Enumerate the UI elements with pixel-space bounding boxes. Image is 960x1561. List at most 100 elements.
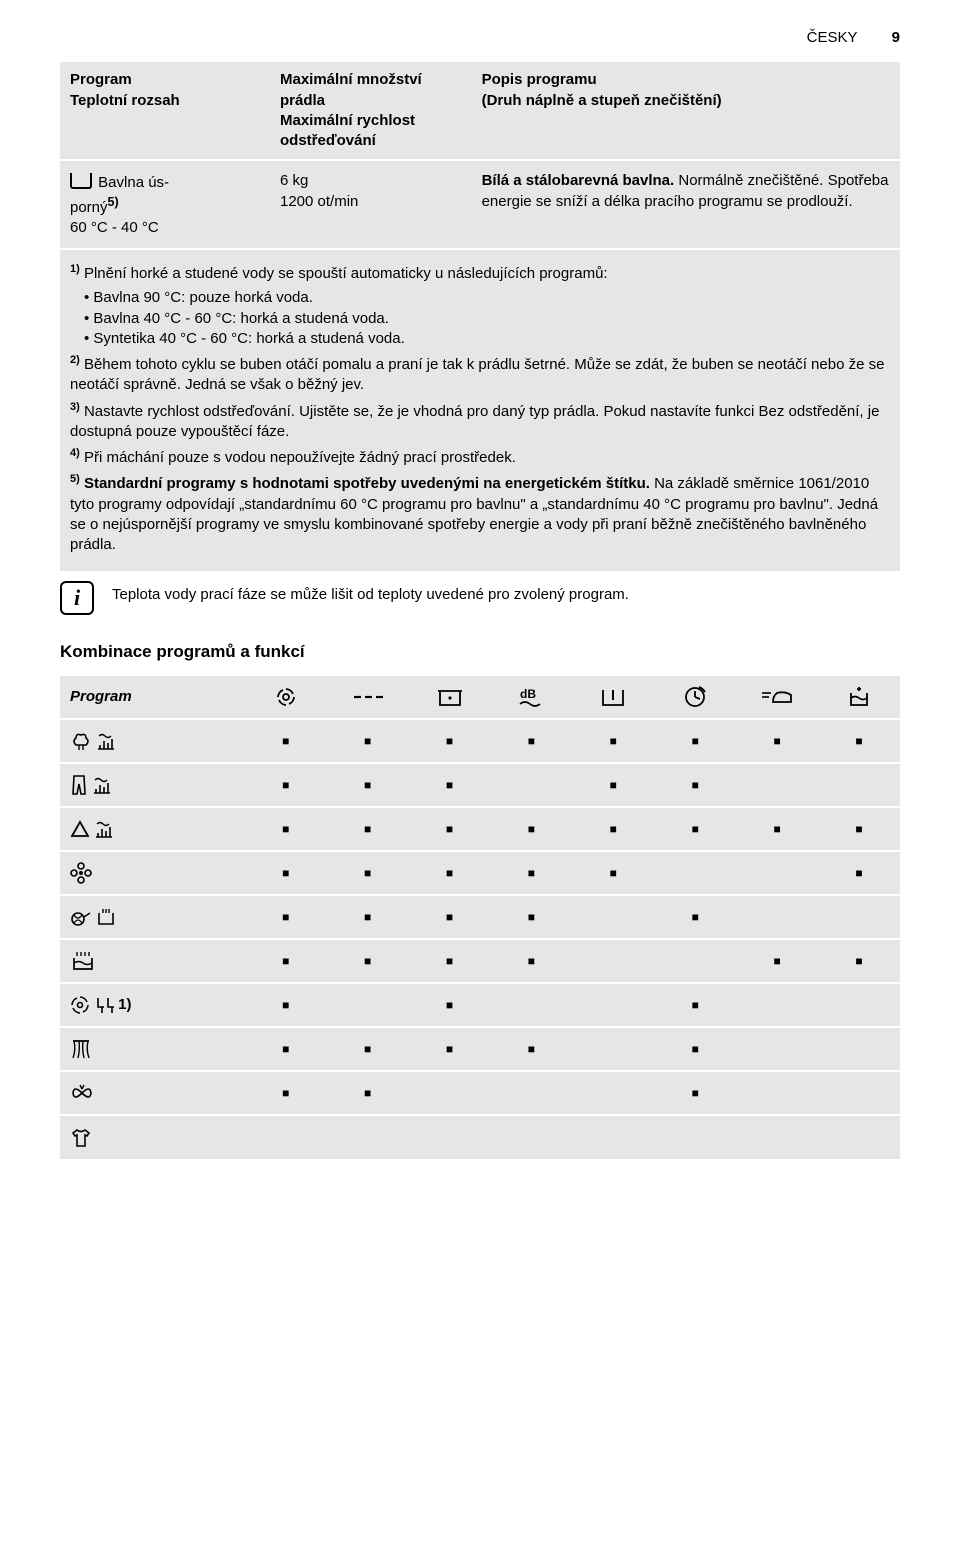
cell-desc: Bílá a stálobarevná bavlna. Normálně zne… (472, 160, 900, 248)
table-row: ■■■■■ (60, 1027, 900, 1071)
pause-icon (600, 686, 626, 708)
matrix-cell (409, 1115, 491, 1159)
matrix-cell (818, 1071, 900, 1115)
spin-icon (275, 686, 297, 708)
table-row: Bavlna ús- porný5) 60 °C - 40 °C 6 kg 12… (60, 160, 900, 248)
program-description-table: Program Teplotní rozsah Maximální množst… (60, 62, 900, 248)
col-extra-rinse-icon (818, 675, 900, 719)
matrix-cell: ■ (245, 939, 327, 983)
matrix-cell: ■ (327, 1071, 409, 1115)
matrix-cell (572, 895, 654, 939)
matrix-cell: ■ (654, 1071, 736, 1115)
row-program-icon (60, 895, 245, 939)
col-prewash-icon (409, 675, 491, 719)
matrix-cell: ■ (409, 763, 491, 807)
easy-iron-icon (761, 687, 793, 707)
table-row: ■■■■■■ (60, 939, 900, 983)
matrix-cell: ■ (245, 983, 327, 1027)
matrix-cell (654, 851, 736, 895)
row-program-icon (60, 1027, 245, 1071)
footnote-1: 1) Plnění horké a studené vody se spoušt… (70, 262, 890, 284)
matrix-cell: ■ (245, 1071, 327, 1115)
matrix-cell: ■ (818, 719, 900, 763)
page-number: 9 (892, 28, 900, 48)
matrix-cell (490, 983, 572, 1027)
matrix-cell (572, 1071, 654, 1115)
matrix-cell (818, 763, 900, 807)
matrix-cell (327, 983, 409, 1027)
col-pause-icon (572, 675, 654, 719)
footnote-1-list: Bavlna 90 °C: pouze horká voda. Bavlna 4… (70, 288, 890, 349)
row-program-icon: 1) (60, 983, 245, 1027)
footnote-5: 5) Standardní programy s hodnotami spotř… (70, 472, 890, 555)
cell-program: Bavlna ús- porný5) 60 °C - 40 °C (60, 160, 270, 248)
rinse-hold-icon (353, 690, 383, 704)
matrix-cell: ■ (572, 851, 654, 895)
matrix-cell (572, 939, 654, 983)
table-row: ■■■■■■■■ (60, 807, 900, 851)
matrix-cell (818, 1027, 900, 1071)
matrix-cell: ■ (490, 1027, 572, 1071)
matrix-cell: ■ (245, 895, 327, 939)
matrix-cell: ■ (327, 763, 409, 807)
matrix-cell: ■ (490, 939, 572, 983)
list-item: Bavlna 40 °C - 60 °C: horká a studená vo… (84, 309, 890, 329)
matrix-cell: ■ (327, 895, 409, 939)
noise-icon: dB (518, 686, 544, 708)
matrix-cell (736, 1071, 818, 1115)
matrix-cell (409, 1071, 491, 1115)
matrix-cell: ■ (572, 807, 654, 851)
matrix-cell: ■ (327, 719, 409, 763)
matrix-cell (818, 983, 900, 1027)
table-row: ■■■■■ (60, 895, 900, 939)
svg-text:dB: dB (520, 687, 536, 701)
matrix-cell: ■ (490, 807, 572, 851)
matrix-header-program: Program (60, 675, 245, 719)
page-header: ČESKY 9 (60, 28, 900, 48)
row-program-icon (60, 939, 245, 983)
matrix-cell (572, 1027, 654, 1071)
matrix-cell (736, 1115, 818, 1159)
matrix-cell: ■ (409, 851, 491, 895)
col-noise-icon: dB (490, 675, 572, 719)
matrix-cell: ■ (409, 895, 491, 939)
matrix-cell (572, 1115, 654, 1159)
matrix-cell: ■ (654, 1027, 736, 1071)
col-delay-icon (654, 675, 736, 719)
matrix-cell: ■ (327, 939, 409, 983)
matrix-cell: ■ (736, 939, 818, 983)
matrix-cell: ■ (409, 1027, 491, 1071)
eco-cotton-icon (70, 173, 92, 189)
matrix-cell (736, 983, 818, 1027)
prewash-icon (437, 686, 463, 708)
cell-load: 6 kg 1200 ot/min (270, 160, 472, 248)
section-title: Kombinace programů a funkcí (60, 641, 900, 664)
matrix-cell: ■ (245, 851, 327, 895)
matrix-cell: ■ (572, 719, 654, 763)
row-program-icon (60, 1115, 245, 1159)
matrix-cell (818, 1115, 900, 1159)
matrix-cell: ■ (409, 983, 491, 1027)
col-easy-iron-icon (736, 675, 818, 719)
table-row (60, 1115, 900, 1159)
table-row: 1)■■■ (60, 983, 900, 1027)
matrix-cell (654, 1115, 736, 1159)
info-note: i Teplota vody prací fáze se může lišit … (60, 581, 900, 615)
matrix-cell: ■ (245, 1027, 327, 1071)
matrix-cell: ■ (736, 807, 818, 851)
matrix-cell: ■ (245, 763, 327, 807)
matrix-cell: ■ (245, 719, 327, 763)
table-row: ■■■■■ (60, 763, 900, 807)
info-text: Teplota vody prací fáze se může lišit od… (112, 581, 629, 605)
matrix-cell: ■ (654, 763, 736, 807)
matrix-cell: ■ (327, 807, 409, 851)
list-item: Syntetika 40 °C - 60 °C: horká a studená… (84, 329, 890, 349)
info-icon: i (60, 581, 94, 615)
table-row: ■■■ (60, 1071, 900, 1115)
matrix-cell: ■ (490, 851, 572, 895)
matrix-cell (327, 1115, 409, 1159)
footnote-3: 3) Nastavte rychlost odstřeďování. Ujist… (70, 400, 890, 443)
matrix-cell (490, 763, 572, 807)
footnotes-block: 1) Plnění horké a studené vody se spoušt… (60, 250, 900, 571)
matrix-cell: ■ (409, 939, 491, 983)
